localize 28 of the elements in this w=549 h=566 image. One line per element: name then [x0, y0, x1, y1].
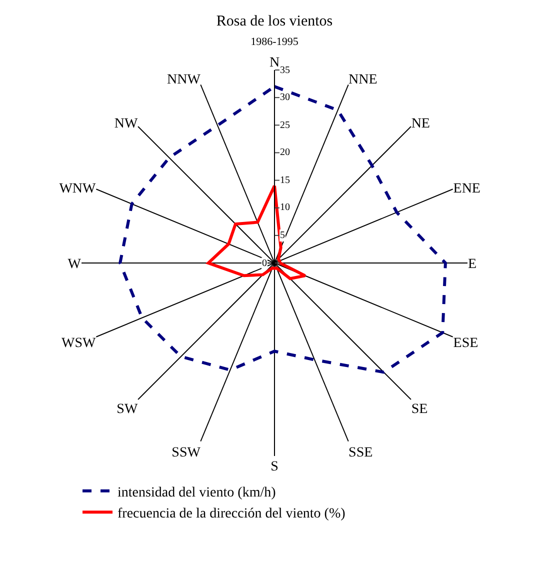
spoke-label: SE [411, 402, 428, 418]
spoke-label: ESE [453, 336, 478, 351]
spoke-label: NNE [348, 72, 378, 88]
y-tick-label: 5 [280, 230, 285, 241]
chart-title: Rosa de los vientos [216, 13, 333, 30]
spoke-label: ENE [453, 181, 480, 196]
spoke-label: NE [411, 116, 430, 132]
spoke-label: WSW [62, 336, 97, 351]
y-tick-label: 10 [280, 202, 290, 213]
y-tick-label: 15 [280, 175, 290, 186]
spoke-label: SSW [172, 446, 202, 461]
y-tick-label: 25 [280, 120, 290, 131]
legend-label: intensidad del viento (km/h) [118, 485, 276, 500]
spoke-label: NNW [167, 72, 202, 88]
legend-label: frecuencia de la dirección del viento (%) [118, 506, 346, 522]
y-tick-label: 20 [280, 147, 290, 158]
spoke-label: WNW [59, 181, 97, 196]
spoke-label: N [269, 56, 280, 71]
spoke-label: S [270, 460, 278, 474]
chart-subtitle: 1986-1995 [250, 36, 299, 48]
spoke-label: NW [114, 116, 138, 132]
y-tick-label: 35 [280, 65, 290, 76]
spoke-label: E [468, 256, 477, 272]
spoke-label: SSE [348, 446, 373, 461]
y-tick-label: 30 [280, 92, 290, 103]
spoke-label: SW [116, 402, 138, 418]
y-tick-label: 0 [262, 258, 267, 269]
spoke-label: W [68, 256, 82, 272]
